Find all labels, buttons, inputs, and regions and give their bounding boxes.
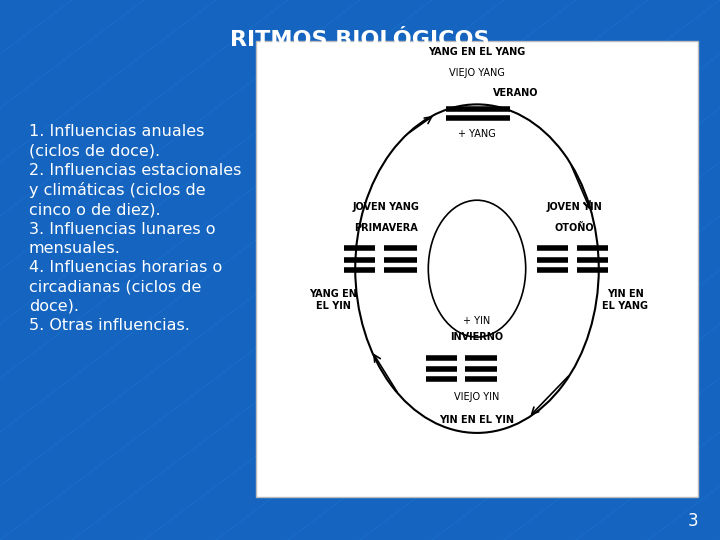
Text: INVIERNO: INVIERNO (451, 332, 503, 342)
Text: JOVEN YIN: JOVEN YIN (546, 202, 603, 212)
Text: YANG EN
EL YIN: YANG EN EL YIN (309, 289, 357, 311)
Text: 3: 3 (688, 512, 698, 530)
FancyArrowPatch shape (374, 355, 397, 392)
Text: YIN EN
EL YANG: YIN EN EL YANG (603, 289, 648, 311)
FancyArrowPatch shape (531, 376, 568, 414)
Text: YANG EN EL YANG: YANG EN EL YANG (428, 48, 526, 57)
Text: + YANG: + YANG (458, 130, 496, 139)
Text: + YIN: + YIN (464, 316, 490, 326)
FancyArrowPatch shape (572, 166, 590, 208)
FancyBboxPatch shape (256, 40, 698, 497)
Text: VERANO: VERANO (492, 89, 538, 98)
Text: OTOÑO: OTOÑO (554, 222, 594, 233)
Text: 1. Influencias anuales
(ciclos de doce).
2. Influencias estacionales
y climática: 1. Influencias anuales (ciclos de doce).… (29, 124, 241, 333)
Text: JOVEN YANG: JOVEN YANG (353, 202, 420, 212)
Text: YIN EN EL YIN: YIN EN EL YIN (439, 415, 515, 424)
Text: PRIMAVERA: PRIMAVERA (354, 222, 418, 233)
Text: RITMOS BIOLÓGICOS: RITMOS BIOLÓGICOS (230, 30, 490, 51)
Text: VIEJO YANG: VIEJO YANG (449, 68, 505, 78)
Text: VIEJO YIN: VIEJO YIN (454, 392, 500, 402)
FancyArrowPatch shape (410, 117, 431, 132)
